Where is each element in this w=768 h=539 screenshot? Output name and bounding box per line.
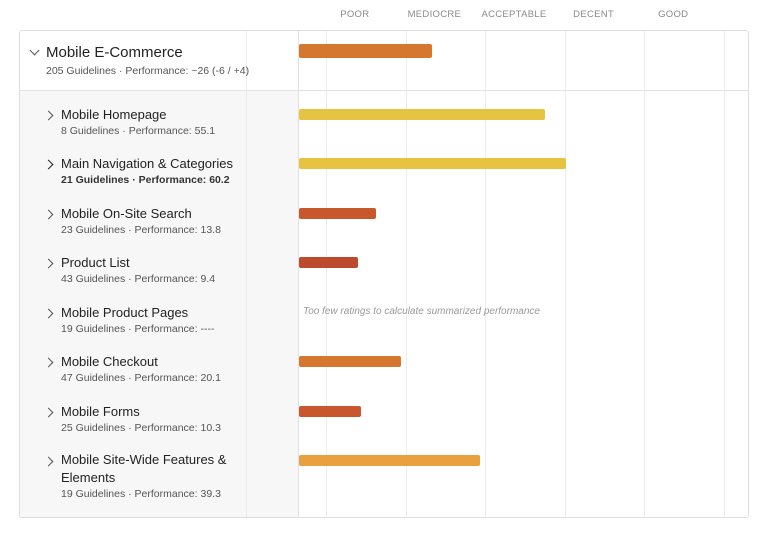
chevron-right-icon[interactable]	[43, 308, 54, 319]
category-row[interactable]: Mobile Checkout 47 Guidelines · Performan…	[20, 354, 299, 402]
chevron-right-icon[interactable]	[43, 357, 54, 368]
parent-row-divider	[20, 90, 748, 91]
category-meta: 23 Guidelines · Performance: 13.8	[61, 224, 221, 236]
category-meta: 43 Guidelines · Performance: 9.4	[61, 273, 216, 285]
parent-row-mobile-ecommerce[interactable]: Mobile E-Commerce 205 Guidelines · Perfo…	[20, 31, 299, 91]
category-title: Mobile Homepage	[61, 107, 167, 122]
performance-scale-header: POOR MEDIOCRE ACCEPTABLE DECENT GOOD	[0, 9, 768, 23]
bar-mobile-site-wide-features-elements	[299, 455, 481, 466]
chevron-right-icon[interactable]	[43, 159, 54, 170]
category-meta: 21 Guidelines · Performance: 60.2	[61, 174, 230, 186]
bar-mobile-homepage	[299, 109, 545, 120]
performance-chart-panel: Mobile E-Commerce 205 Guidelines · Perfo…	[19, 30, 749, 518]
scale-label-poor: POOR	[340, 9, 370, 20]
category-meta: 8 Guidelines · Performance: 55.1	[61, 125, 216, 137]
parent-row-title: Mobile E-Commerce	[46, 44, 183, 61]
insufficient-data-note: Too few ratings to calculate summarized …	[303, 306, 540, 317]
category-meta: 47 Guidelines · Performance: 20.1	[61, 372, 221, 384]
bar-mobile-forms	[299, 406, 362, 417]
category-meta: 19 Guidelines · Performance: ----	[61, 323, 215, 335]
category-title: Mobile Checkout	[61, 354, 158, 369]
category-title: Mobile Site-Wide Features & Elements	[61, 452, 227, 485]
bar-mobile-checkout	[299, 356, 402, 367]
grid-line	[326, 31, 327, 517]
category-row[interactable]: Product List 43 Guidelines · Performance:…	[20, 255, 299, 303]
scale-label-acceptable: ACCEPTABLE	[481, 9, 547, 20]
grid-line	[644, 31, 646, 517]
parent-row-background	[20, 31, 299, 91]
category-meta: 25 Guidelines · Performance: 10.3	[61, 422, 221, 434]
category-title: Product List	[61, 255, 130, 270]
grid-line	[564, 31, 566, 517]
category-row[interactable]: Main Navigation & Categories 21 Guideline…	[20, 156, 299, 204]
grid-line	[485, 31, 487, 517]
chevron-down-icon[interactable]	[29, 45, 40, 56]
grid-line	[405, 31, 407, 517]
parent-row-meta: 205 Guidelines · Performance: ~26 (-6 / …	[46, 65, 250, 77]
scale-label-good: GOOD	[658, 9, 689, 20]
scale-label-mediocre: MEDIOCRE	[407, 9, 462, 20]
bar-mobile-ecommerce	[299, 44, 432, 58]
bar-product-list	[299, 257, 358, 268]
scale-label-decent: DECENT	[573, 9, 615, 20]
category-row[interactable]: Mobile Homepage 8 Guidelines · Performanc…	[20, 107, 299, 155]
category-row[interactable]: Mobile Site-Wide Features & Elements 19 G…	[20, 452, 299, 501]
category-row[interactable]: Mobile Forms 25 Guidelines · Performance:…	[20, 404, 299, 452]
chevron-right-icon[interactable]	[43, 456, 54, 467]
category-row[interactable]: Mobile Product Pages 19 Guidelines · Perf…	[20, 305, 299, 353]
chevron-right-icon[interactable]	[43, 209, 54, 220]
bar-main-navigation-categories	[299, 158, 566, 169]
category-row[interactable]: Mobile On-Site Search 23 Guidelines · Per…	[20, 206, 299, 254]
category-title: Mobile Product Pages	[61, 305, 189, 320]
chevron-right-icon[interactable]	[43, 110, 54, 121]
bar-mobile-on-site-search	[299, 208, 376, 219]
category-meta: 19 Guidelines · Performance: 39.3	[61, 488, 221, 500]
category-list-column	[20, 31, 299, 517]
chevron-right-icon[interactable]	[43, 407, 54, 418]
category-title: Mobile Forms	[61, 404, 140, 419]
category-title: Mobile On-Site Search	[61, 206, 192, 221]
grid-line	[724, 31, 725, 517]
chevron-right-icon[interactable]	[43, 258, 54, 269]
category-title: Main Navigation & Categories	[61, 156, 233, 171]
